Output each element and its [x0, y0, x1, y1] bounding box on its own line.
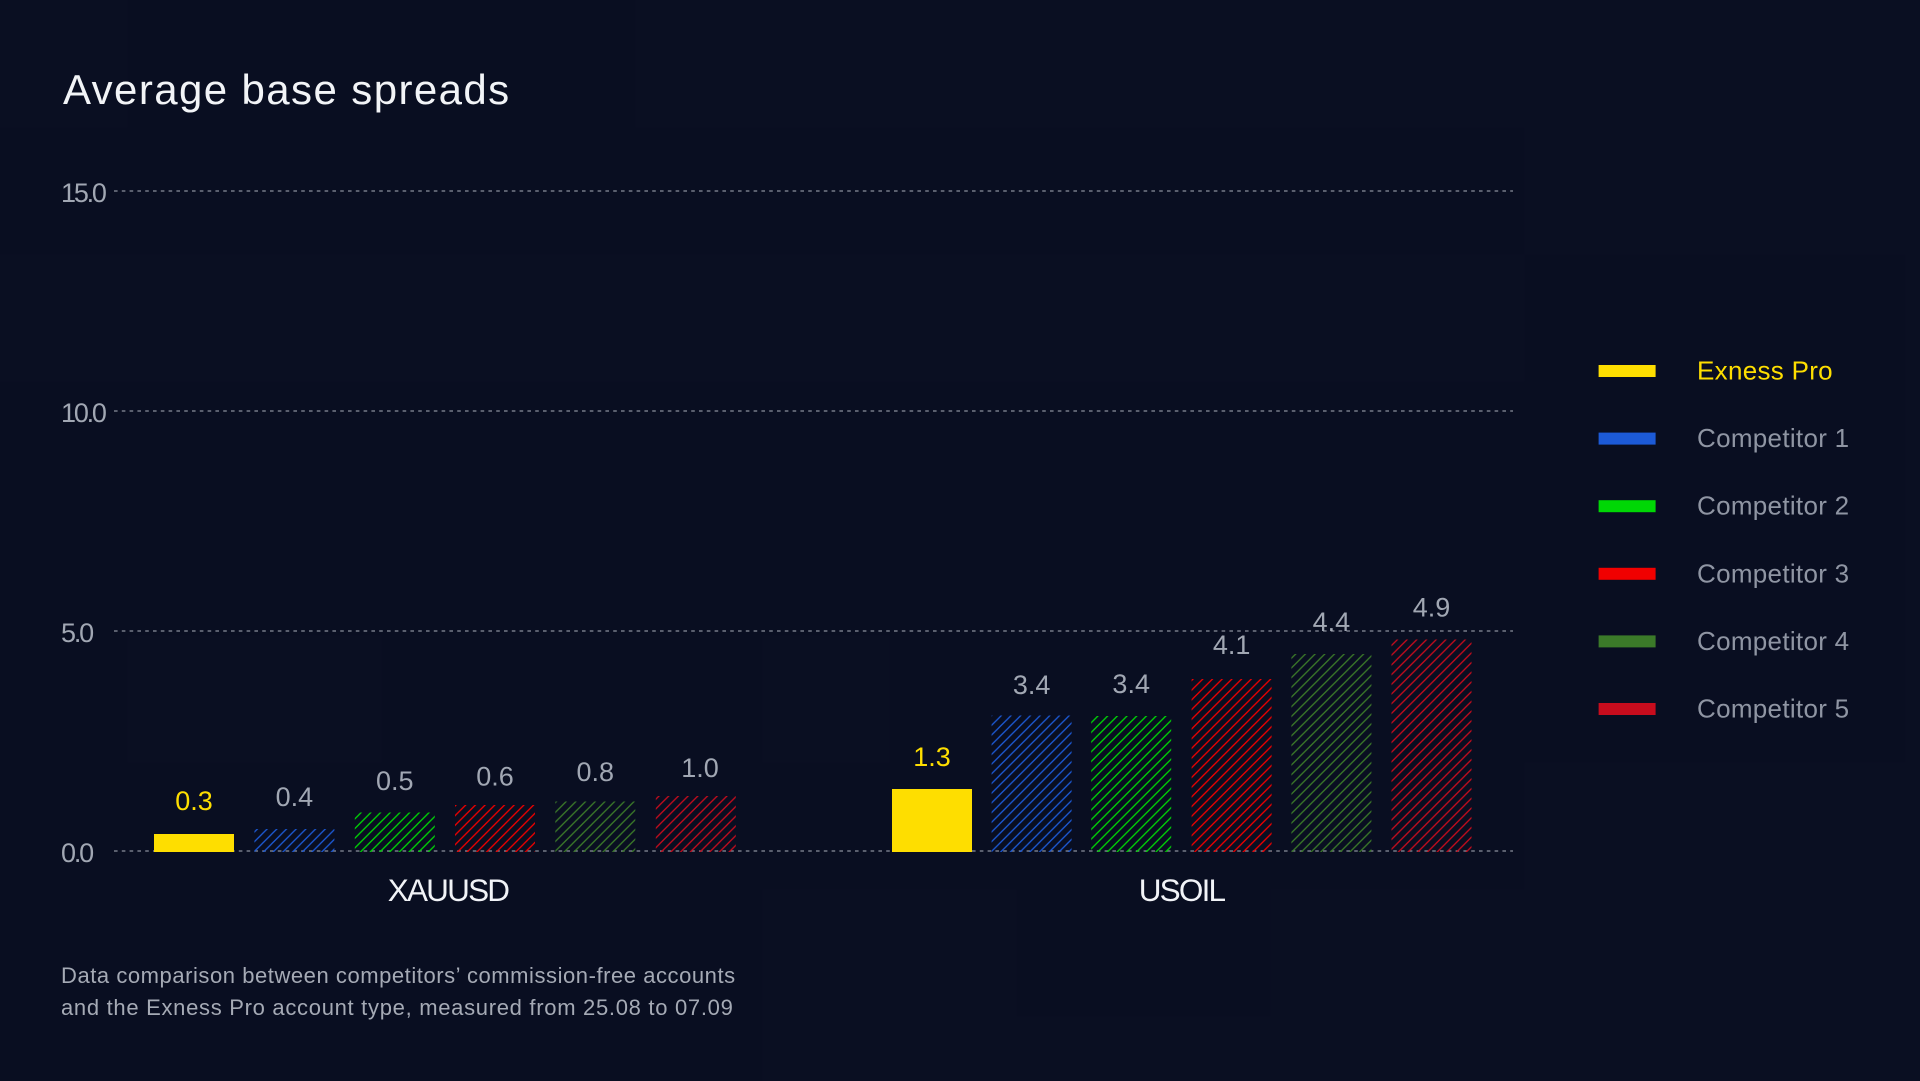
svg-text:0.4: 0.4 — [276, 782, 314, 812]
svg-text:Competitor 3: Competitor 3 — [1697, 558, 1849, 588]
svg-text:0.6: 0.6 — [476, 762, 514, 792]
svg-text:5.0: 5.0 — [61, 618, 93, 648]
svg-text:Competitor 2: Competitor 2 — [1697, 491, 1849, 521]
svg-text:0.8: 0.8 — [577, 757, 615, 787]
svg-text:Average base spreads: Average base spreads — [63, 66, 511, 113]
svg-text:and the Exness Pro account typ: and the Exness Pro account type, measure… — [61, 995, 734, 1020]
svg-text:Competitor 1: Competitor 1 — [1697, 423, 1849, 453]
svg-text:3.4: 3.4 — [1013, 670, 1051, 700]
svg-text:1.0: 1.0 — [681, 753, 719, 783]
svg-text:0.0: 0.0 — [61, 838, 93, 868]
svg-text:0.5: 0.5 — [376, 766, 414, 796]
svg-text:4.9: 4.9 — [1413, 593, 1451, 623]
svg-text:Exness Pro: Exness Pro — [1697, 356, 1833, 386]
svg-text:15.0: 15.0 — [61, 178, 106, 208]
svg-text:Data comparison between compet: Data comparison between competitors’ com… — [61, 963, 736, 988]
svg-text:XAUUSD: XAUUSD — [388, 872, 510, 908]
svg-text:USOIL: USOIL — [1139, 872, 1226, 908]
svg-text:Competitor 4: Competitor 4 — [1697, 626, 1849, 656]
svg-text:4.1: 4.1 — [1213, 630, 1251, 660]
svg-text:Competitor 5: Competitor 5 — [1697, 694, 1849, 724]
svg-text:0.3: 0.3 — [175, 786, 213, 816]
svg-text:3.4: 3.4 — [1112, 669, 1150, 699]
svg-text:10.0: 10.0 — [61, 398, 106, 428]
svg-text:4.4: 4.4 — [1313, 607, 1351, 637]
svg-text:1.3: 1.3 — [913, 742, 951, 772]
